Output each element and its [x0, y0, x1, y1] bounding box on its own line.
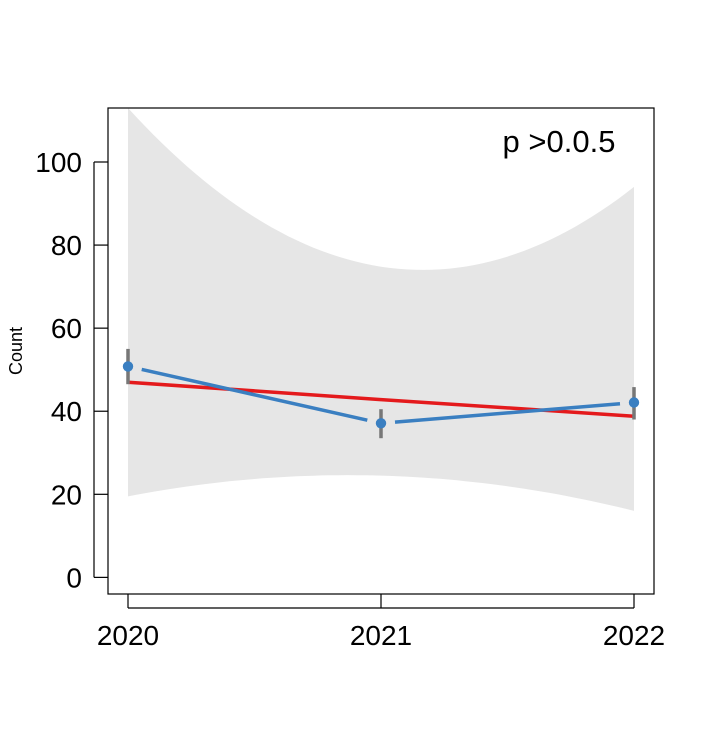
observed-line-segment: [394, 401, 621, 424]
y-axis: 0 20 40 60 80 100: [35, 147, 108, 593]
y-tick-label: 20: [51, 479, 82, 510]
y-tick-label: 0: [66, 562, 82, 593]
x-tick-label: 2022: [603, 620, 665, 651]
confidence-band-layer: [128, 108, 634, 511]
data-point: [122, 361, 134, 372]
y-tick-label: 60: [51, 313, 82, 344]
confidence-band: [128, 108, 634, 511]
x-tick-label: 2021: [350, 620, 412, 651]
y-tick-label: 80: [51, 230, 82, 261]
p-value-annotation: p >0.0.5: [503, 124, 616, 159]
y-axis-title: Count: [6, 327, 26, 375]
x-axis: 2020 2021 2022: [97, 594, 665, 651]
data-point: [628, 397, 640, 408]
series-layer: [122, 348, 640, 439]
y-tick-label: 40: [51, 396, 82, 427]
y-tick-label: 100: [35, 147, 82, 178]
observed-line-segment: [141, 367, 368, 422]
data-point: [375, 418, 387, 429]
x-tick-label: 2020: [97, 620, 159, 651]
